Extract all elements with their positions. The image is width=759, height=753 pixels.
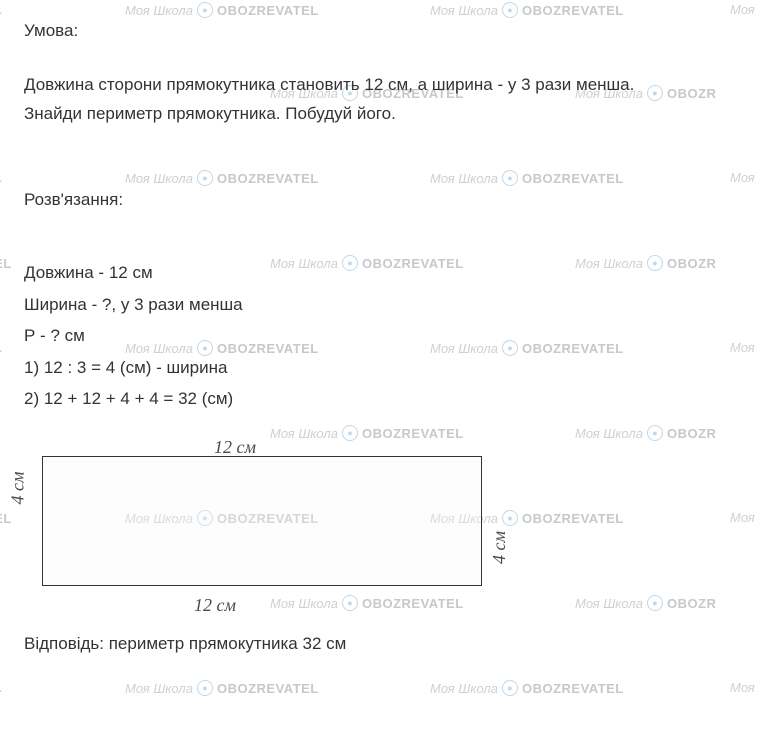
solution-line-1: Довжина - 12 см: [24, 260, 735, 286]
watermark-text: Моя Ш: [730, 680, 759, 695]
problem-line-1: Довжина сторони прямокутника становить 1…: [24, 72, 735, 98]
problem-line-2: Знайди периметр прямокутника. Побудуй йо…: [24, 101, 735, 127]
solution-line-3: Р - ? см: [24, 323, 735, 349]
dimension-right: 4 см: [486, 531, 513, 564]
solution-line-2: Ширина - ?, у 3 рази менша: [24, 292, 735, 318]
dimension-top: 12 см: [214, 434, 256, 461]
solution-body: Довжина - 12 см Ширина - ?, у 3 рази мен…: [24, 260, 735, 412]
solution-heading: Розв'язання:: [24, 187, 735, 213]
watermark-brand: OBOZREVATEL: [217, 681, 319, 696]
rectangle-shape: [42, 456, 482, 586]
dimension-bottom: 12 см: [194, 592, 236, 619]
solution-step-1: 1) 12 : 3 = 4 (см) - ширина: [24, 355, 735, 381]
problem-statement: Довжина сторони прямокутника становить 1…: [24, 72, 735, 127]
content-area: Умова: Довжина сторони прямокутника стан…: [0, 0, 759, 674]
watermark-text: Моя Школа: [125, 681, 193, 696]
watermark-icon: ●: [502, 680, 518, 696]
rectangle-diagram: 12 см 12 см 4 см 4 см: [24, 436, 735, 591]
watermark-brand: OBOZREVATEL: [522, 681, 624, 696]
watermark-brand: REVATEL: [0, 680, 2, 695]
condition-heading: Умова:: [24, 18, 735, 44]
watermark-icon: ●: [197, 680, 213, 696]
answer-text: Відповідь: периметр прямокутника 32 см: [24, 631, 735, 657]
watermark-text: Моя Школа: [430, 681, 498, 696]
dimension-left: 4 см: [5, 471, 32, 504]
solution-step-2: 2) 12 + 12 + 4 + 4 = 32 (см): [24, 386, 735, 412]
